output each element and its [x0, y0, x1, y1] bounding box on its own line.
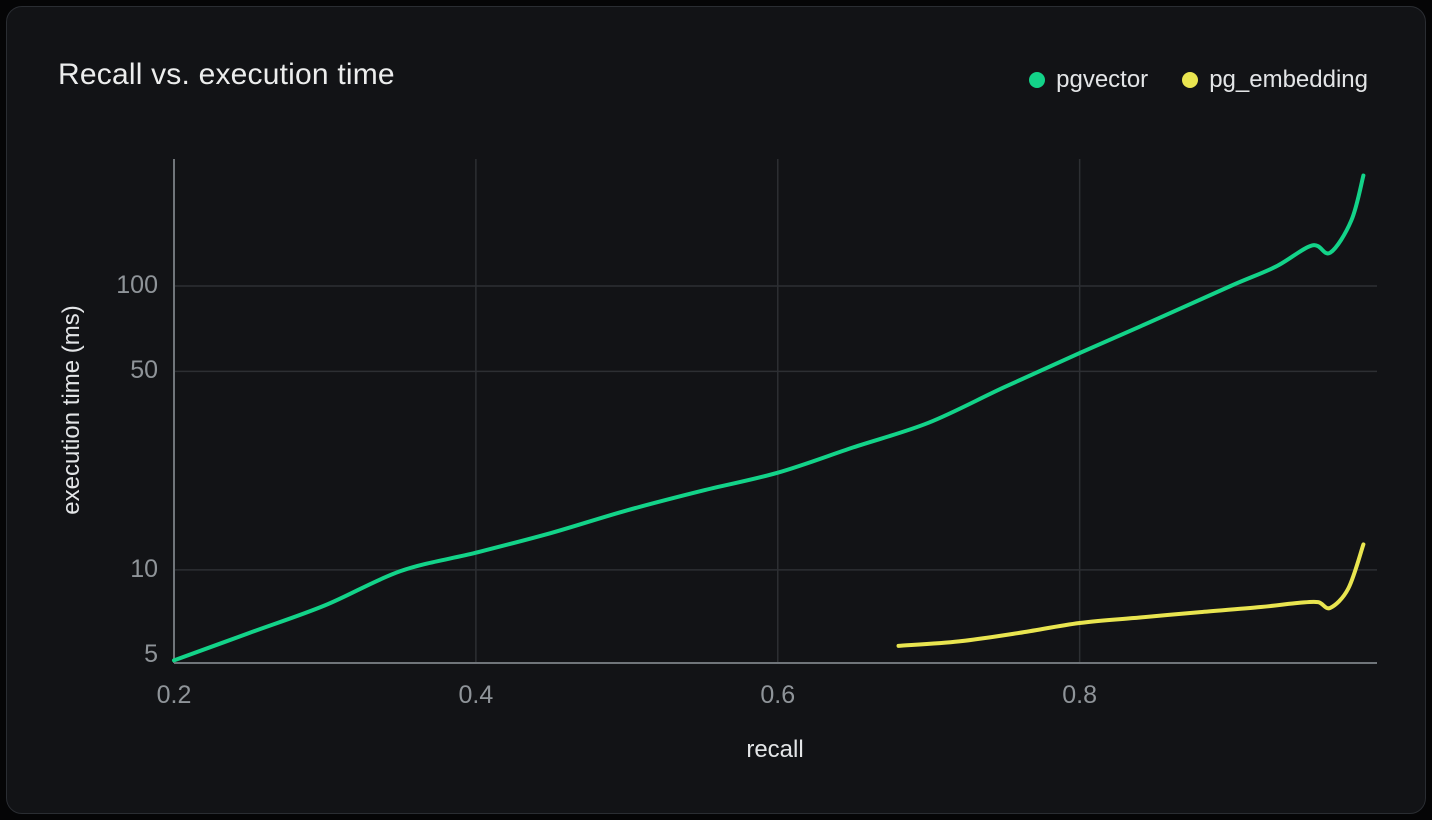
y-tick-label: 10 [130, 554, 158, 583]
x-tick-label: 0.8 [1062, 681, 1098, 709]
pgvector-dot-icon [1029, 72, 1046, 88]
y-tick-label: 50 [130, 356, 158, 385]
legend-label: pg_embedding [1209, 66, 1368, 93]
y-tick-label: 5 [144, 640, 158, 669]
pg-embedding-dot-icon [1182, 72, 1199, 88]
y-tick-label: 100 [116, 270, 158, 299]
x-tick-label: 0.6 [760, 681, 796, 709]
chart-card [6, 6, 1426, 814]
legend-label: pgvector [1056, 66, 1149, 93]
series-line-pg_embedding [896, 542, 1366, 648]
legend-item-pg-embedding[interactable]: pg_embedding [1182, 66, 1368, 94]
series-line-pgvector [172, 173, 1366, 663]
chart-title: Recall vs. execution time [58, 58, 395, 91]
x-tick-label: 0.2 [156, 681, 192, 709]
y-axis-title: execution time (ms) [58, 305, 85, 515]
legend-item-pgvector[interactable]: pgvector [1029, 66, 1148, 94]
x-tick-label: 0.4 [458, 681, 494, 709]
legend: pgvector pg_embedding [1029, 66, 1368, 94]
x-axis-title: recall [746, 736, 804, 763]
